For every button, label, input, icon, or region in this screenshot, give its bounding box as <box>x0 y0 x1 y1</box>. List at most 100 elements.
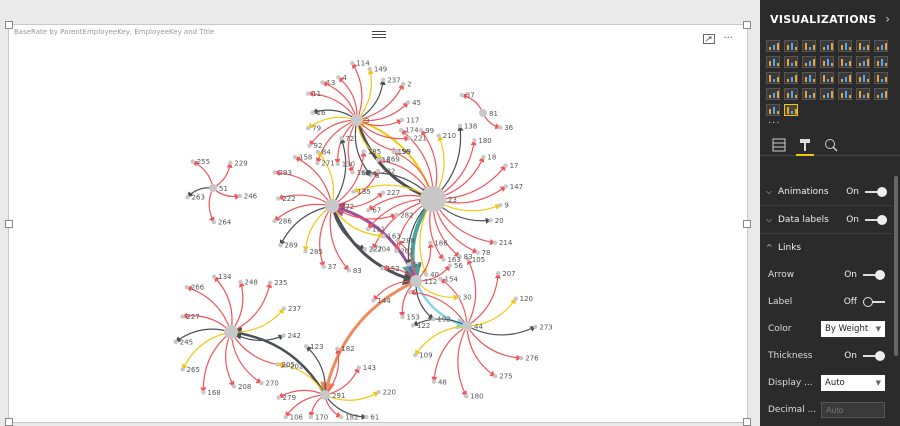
stacked-bar-visual-icon[interactable] <box>766 40 780 52</box>
graph-node[interactable] <box>503 163 508 168</box>
graph-node[interactable] <box>368 173 374 178</box>
graph-node[interactable] <box>362 247 367 252</box>
graph-node[interactable] <box>481 154 486 160</box>
color-select[interactable]: By Weight ▼ <box>821 320 885 337</box>
scatter-visual-icon[interactable] <box>874 56 888 68</box>
fields-tab-icon[interactable] <box>772 137 786 152</box>
graph-node[interactable] <box>475 250 480 255</box>
graph-node[interactable] <box>307 143 312 148</box>
hub-node-51[interactable] <box>209 184 217 192</box>
graph-node[interactable] <box>275 362 280 367</box>
graph-node[interactable] <box>173 339 178 344</box>
line-visual-icon[interactable] <box>874 40 888 52</box>
graph-node[interactable] <box>447 263 453 268</box>
graph-node[interactable] <box>267 280 273 285</box>
more-visuals-icon[interactable]: ··· <box>768 118 781 129</box>
multirow-card-visual-icon[interactable] <box>766 88 780 100</box>
map-visual-icon[interactable] <box>820 72 834 84</box>
graph-node[interactable] <box>375 157 380 163</box>
graph-node[interactable] <box>228 160 233 165</box>
graph-node[interactable] <box>361 171 366 176</box>
graph-node[interactable] <box>283 363 289 368</box>
arrow-toggle[interactable] <box>863 269 885 280</box>
graph-node[interactable] <box>456 294 461 300</box>
graph-node[interactable] <box>281 333 286 338</box>
graph-node[interactable] <box>305 91 311 96</box>
area-visual-icon[interactable] <box>766 56 780 68</box>
links-section[interactable]: ^ Links <box>760 234 893 261</box>
graph-node[interactable] <box>346 268 352 273</box>
graph-node[interactable] <box>405 100 411 105</box>
display-units-select[interactable]: Auto ▼ <box>821 374 885 391</box>
100-bar-visual-icon[interactable] <box>838 40 852 52</box>
graph-node[interactable] <box>283 414 288 420</box>
graph-node[interactable] <box>488 218 493 223</box>
slicer-visual-icon[interactable] <box>820 88 834 100</box>
graph-node[interactable] <box>492 240 498 245</box>
hub-node-44[interactable] <box>462 321 472 331</box>
graph-node[interactable] <box>394 248 399 254</box>
graph-node[interactable] <box>457 123 463 129</box>
kpi-visual-icon[interactable] <box>802 88 816 100</box>
label-toggle[interactable] <box>863 296 885 307</box>
hub-node-291[interactable] <box>320 390 330 400</box>
gauge-visual-icon[interactable] <box>874 72 888 84</box>
graph-node[interactable] <box>211 219 217 225</box>
graph-node[interactable] <box>380 266 385 271</box>
hub-node-23[interactable] <box>420 186 446 212</box>
graph-node[interactable] <box>371 298 376 303</box>
graph-node[interactable] <box>393 212 399 218</box>
graph-node[interactable] <box>459 92 464 98</box>
graph-node[interactable] <box>465 257 470 262</box>
hub-node-272[interactable] <box>325 199 339 213</box>
clustered-column-visual-icon[interactable] <box>820 40 834 52</box>
graph-node[interactable] <box>436 133 441 138</box>
thickness-toggle[interactable] <box>863 350 885 361</box>
graph-node[interactable] <box>367 66 373 72</box>
decimal-places-input[interactable] <box>821 401 885 418</box>
graph-node[interactable] <box>320 80 325 85</box>
force-graph-visual-icon[interactable] <box>784 104 798 116</box>
graph-node[interactable] <box>308 414 314 420</box>
graph-node[interactable] <box>498 202 503 208</box>
hub-node-3[interactable] <box>351 114 363 126</box>
graph-node[interactable] <box>272 170 277 175</box>
data-labels-toggle[interactable] <box>865 214 887 225</box>
graph-node[interactable] <box>400 81 406 87</box>
resize-handle-w[interactable] <box>5 220 13 228</box>
focus-mode-icon[interactable] <box>703 33 716 44</box>
graph-node[interactable] <box>413 352 418 358</box>
graph-node[interactable] <box>399 117 405 123</box>
graph-node[interactable] <box>438 276 443 282</box>
graph-node[interactable] <box>281 306 287 311</box>
graph-node[interactable] <box>259 380 264 386</box>
graph-node[interactable] <box>464 393 469 399</box>
graph-node[interactable] <box>315 160 320 166</box>
graph-node[interactable] <box>335 346 340 351</box>
hub-node-112[interactable] <box>410 275 422 287</box>
stacked-area-visual-icon[interactable] <box>784 56 798 68</box>
hub-node-81[interactable] <box>479 109 487 117</box>
graph-node[interactable] <box>339 136 344 141</box>
graph-node[interactable] <box>184 285 190 290</box>
graph-node[interactable] <box>423 272 429 277</box>
graph-node[interactable] <box>305 125 311 131</box>
stacked-column-visual-icon[interactable] <box>784 40 798 52</box>
pie-visual-icon[interactable] <box>766 72 780 84</box>
graph-node[interactable] <box>381 77 386 83</box>
graph-node[interactable] <box>395 238 400 243</box>
graph-node[interactable] <box>498 125 503 130</box>
graph-node[interactable] <box>190 159 195 164</box>
clustered-bar-visual-icon[interactable] <box>802 40 816 52</box>
graph-node[interactable] <box>380 156 385 162</box>
graph-node[interactable] <box>276 196 281 201</box>
resize-handle-e[interactable] <box>743 220 751 228</box>
graph-node[interactable] <box>310 110 315 115</box>
graph-node[interactable] <box>180 314 185 319</box>
data-labels-section[interactable]: ⌵ Data labels On <box>760 206 893 234</box>
graph-node[interactable] <box>441 257 446 262</box>
format-tab-icon[interactable] <box>796 137 814 156</box>
graph-node[interactable] <box>407 135 412 141</box>
graph-node[interactable] <box>180 367 185 372</box>
graph-node[interactable] <box>278 242 283 248</box>
